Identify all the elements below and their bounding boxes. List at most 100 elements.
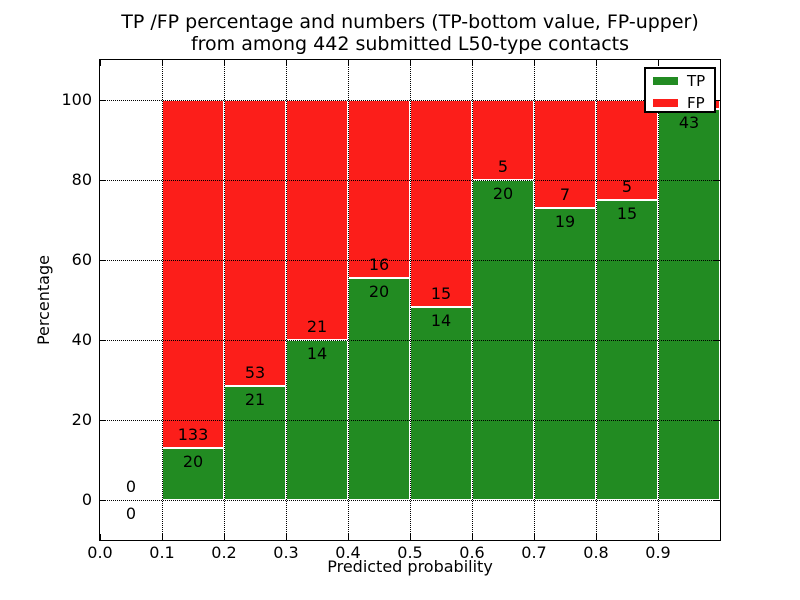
x-tick-mark (161, 534, 163, 540)
gridline-vertical (658, 60, 659, 540)
bar-segment-fp (286, 100, 348, 340)
y-tick-label: 80 (71, 170, 92, 189)
fp-count-label: 7 (559, 184, 571, 204)
fp-count-label: 133 (177, 424, 209, 444)
bar-segment-tp (596, 200, 658, 500)
x-tick-mark (595, 534, 597, 540)
tp-count-label: 19 (554, 211, 576, 231)
x-tick-label: 0.5 (397, 543, 423, 562)
x-tick-mark (657, 534, 659, 540)
bar-segment-fp (410, 100, 472, 307)
bar-segment-fp (162, 100, 224, 448)
x-tick-mark-top (285, 60, 287, 66)
tp-count-label: 0 (125, 504, 137, 523)
fp-count-label: 21 (306, 317, 328, 336)
legend-item-tp: TP (646, 71, 714, 91)
gridline-vertical (410, 60, 411, 540)
y-tick-label: 0 (81, 490, 92, 509)
gridline-vertical (596, 60, 597, 540)
y-tick-mark (100, 499, 106, 501)
y-tick-label: 100 (61, 90, 92, 109)
bar-segment-tp (534, 207, 596, 500)
x-tick-mark (285, 534, 287, 540)
x-tick-mark (409, 534, 411, 540)
y-tick-mark (100, 259, 106, 261)
y-tick-label: 40 (71, 330, 92, 349)
legend: TP FP (644, 67, 716, 113)
fp-count-label: 15 (430, 283, 452, 303)
bar-segment-fp (224, 100, 286, 387)
chart-title-line2: from among 442 submitted L50-type contac… (190, 33, 630, 55)
x-tick-mark (223, 534, 225, 540)
bar-segment-tp (658, 109, 720, 500)
fp-count-label: 53 (244, 363, 266, 383)
x-tick-label: 0.6 (459, 543, 485, 562)
legend-item-fp: FP (646, 93, 714, 113)
tp-count-label: 20 (492, 184, 514, 203)
y-tick-mark-right (714, 179, 720, 181)
y-tick-mark (100, 179, 106, 181)
plot-area: 00133205321211416201514520719515143 TP F… (99, 59, 721, 541)
x-tick-label: 0.7 (521, 543, 547, 562)
legend-swatch-tp-icon (653, 77, 678, 85)
tp-count-label: 20 (182, 451, 204, 471)
bar-segment-tp (348, 277, 410, 500)
x-tick-mark (471, 534, 473, 540)
x-tick-mark (347, 534, 349, 540)
fp-count-label: 0 (125, 477, 137, 496)
x-tick-label: 0.3 (273, 543, 299, 562)
y-tick-label: 60 (71, 250, 92, 269)
y-tick-mark-right (714, 419, 720, 421)
y-tick-label: 20 (71, 410, 92, 429)
gridline-vertical (534, 60, 535, 540)
tp-count-label: 14 (430, 310, 452, 330)
x-tick-mark-top (99, 60, 101, 66)
x-tick-label: 0.1 (149, 543, 175, 562)
x-tick-mark (533, 534, 535, 540)
gridline-vertical (348, 60, 349, 540)
x-tick-mark-top (533, 60, 535, 66)
y-tick-mark-right (714, 499, 720, 501)
fp-count-label: 16 (368, 254, 390, 274)
tp-count-label: 20 (368, 281, 390, 301)
x-tick-mark-top (223, 60, 225, 66)
fp-count-label: 5 (497, 157, 509, 176)
y-tick-mark-right (714, 99, 720, 101)
x-tick-label: 0.9 (645, 543, 671, 562)
tp-count-label: 21 (244, 390, 266, 410)
bar-segment-fp (348, 100, 410, 278)
y-tick-mark (100, 339, 106, 341)
tp-count-label: 15 (616, 204, 638, 223)
y-axis-label: Percentage (34, 255, 53, 346)
x-tick-label: 0.4 (335, 543, 361, 562)
bar-segment-tp (410, 306, 472, 500)
x-tick-label: 0.8 (583, 543, 609, 562)
gridline-vertical (472, 60, 473, 540)
y-tick-mark-right (714, 259, 720, 261)
bar-segment-tp (224, 386, 286, 500)
x-tick-mark (99, 534, 101, 540)
gridline-vertical (286, 60, 287, 540)
fp-count-label: 5 (621, 177, 633, 196)
chart-title: TP /FP percentage and numbers (TP-bottom… (99, 11, 721, 55)
x-tick-mark-top (471, 60, 473, 66)
legend-swatch-fp-icon (653, 99, 678, 107)
x-tick-mark-top (347, 60, 349, 66)
chart-title-line1: TP /FP percentage and numbers (TP-bottom… (121, 11, 699, 33)
tp-count-label: 43 (678, 113, 700, 133)
x-tick-mark-top (595, 60, 597, 66)
x-axis-label: Predicted probability (327, 557, 493, 576)
x-tick-label: 0.2 (211, 543, 237, 562)
x-tick-label: 0.0 (87, 543, 113, 562)
x-tick-mark-top (161, 60, 163, 66)
legend-label-tp: TP (687, 71, 706, 90)
tp-count-label: 14 (306, 344, 328, 363)
x-tick-mark-top (409, 60, 411, 66)
x-tick-mark-top (657, 60, 659, 66)
y-tick-mark (100, 419, 106, 421)
legend-label-fp: FP (687, 93, 705, 112)
bar-segment-tp (162, 447, 224, 500)
y-tick-mark-right (714, 339, 720, 341)
gridline-vertical (162, 60, 163, 540)
